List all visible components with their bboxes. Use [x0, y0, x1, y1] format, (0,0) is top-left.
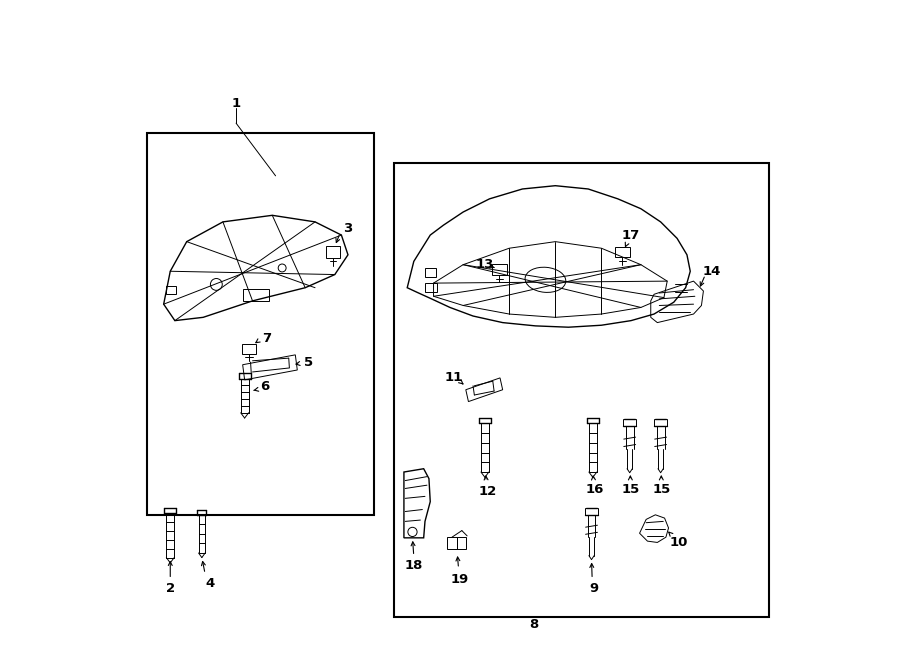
Text: 5: 5 [304, 356, 313, 369]
Bar [616, 247, 630, 257]
Text: 15: 15 [652, 483, 671, 496]
Text: 18: 18 [405, 559, 423, 572]
Text: 10: 10 [670, 536, 688, 549]
Bar [492, 264, 507, 274]
Text: 15: 15 [622, 483, 640, 496]
Text: 17: 17 [622, 229, 640, 241]
Text: 14: 14 [703, 265, 721, 278]
Bar [243, 289, 269, 301]
Bar [326, 247, 340, 258]
Text: 8: 8 [529, 618, 539, 631]
Bar [456, 537, 466, 549]
Text: 9: 9 [589, 582, 598, 595]
Bar [394, 163, 770, 617]
Bar [242, 344, 256, 354]
Text: 16: 16 [586, 483, 604, 496]
Text: 13: 13 [476, 258, 494, 271]
Text: 19: 19 [451, 573, 469, 586]
Text: 1: 1 [231, 97, 240, 110]
Bar [425, 283, 436, 292]
Text: 11: 11 [445, 371, 463, 385]
Text: 3: 3 [344, 222, 353, 235]
Bar [148, 133, 374, 515]
Text: 7: 7 [263, 332, 272, 345]
Bar [447, 537, 456, 549]
Text: 6: 6 [260, 380, 269, 393]
Text: 2: 2 [166, 582, 175, 595]
Text: 4: 4 [205, 578, 214, 590]
Bar [166, 286, 176, 294]
Text: 12: 12 [479, 485, 498, 498]
Bar [425, 268, 436, 276]
